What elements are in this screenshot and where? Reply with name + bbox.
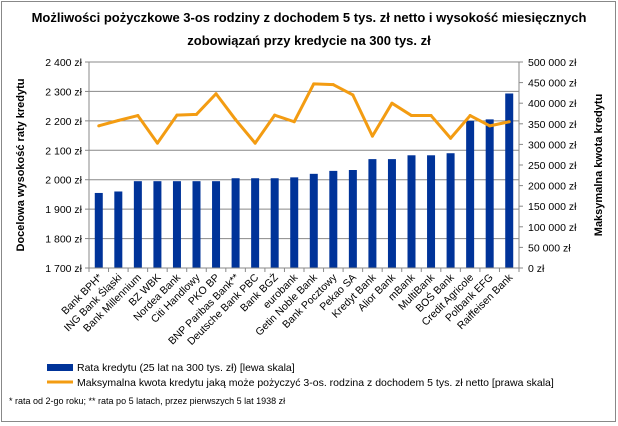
line-point — [253, 141, 257, 145]
bar — [251, 178, 260, 268]
bar — [192, 181, 201, 268]
bar — [446, 153, 455, 268]
line-point — [214, 92, 218, 96]
line-point — [468, 114, 472, 118]
bar — [387, 159, 396, 268]
line-point — [195, 112, 198, 116]
bar — [212, 181, 221, 268]
line-point — [351, 93, 355, 97]
bar — [505, 93, 514, 268]
line-series — [97, 82, 511, 145]
y-right-tick-label: 500 000 zł — [528, 57, 577, 69]
line-point — [273, 113, 277, 117]
y-left-tick-label: 2 300 zł — [45, 86, 82, 98]
line-point — [507, 120, 511, 124]
bar — [133, 181, 142, 268]
y-left-tick-label: 1 900 zł — [45, 204, 82, 216]
y-right-tick-label: 350 000 zł — [528, 119, 577, 131]
line-point — [429, 114, 433, 118]
y-left-tick-label: 2 000 zł — [45, 175, 82, 187]
y-left-tick-label: 2 400 zł — [45, 57, 82, 69]
line-point — [116, 119, 120, 123]
bar-series — [94, 93, 514, 268]
footnote: * rata od 2-go roku; ** rata po 5 latach… — [9, 396, 285, 406]
bar — [153, 181, 162, 268]
line-point — [390, 101, 394, 105]
bar — [427, 155, 436, 268]
bar — [348, 170, 357, 268]
line-point — [136, 114, 140, 118]
y-axis-right-label: Maksymalna kwota kredytu — [593, 94, 605, 236]
line-point — [234, 118, 238, 122]
y-right-tick-label: 400 000 zł — [528, 98, 577, 110]
y-right-tick-label: 300 000 zł — [528, 139, 577, 151]
y-axis-left-label: Docelowa wysokość raty kredytu — [15, 78, 27, 251]
y-right-tick-label: 150 000 zł — [528, 201, 577, 213]
line-point — [331, 83, 335, 87]
bar — [231, 178, 240, 268]
bar — [329, 170, 338, 268]
legend-swatch-bars — [47, 364, 73, 371]
y-left-tick-label: 2 200 zł — [45, 116, 82, 128]
line-path — [98, 82, 510, 145]
bar — [290, 177, 299, 268]
legend-label-bars: Rata kredytu (25 lat na 300 tys. zł) [le… — [77, 362, 295, 374]
y-right-tick-label: 100 000 zł — [528, 222, 577, 234]
chart-title-line-1: Możliwości pożyczkowe 3-os rodziny z doc… — [32, 10, 587, 25]
bar — [270, 178, 279, 268]
line-point — [292, 120, 296, 124]
y-right-tick-label: 50 000 zł — [528, 242, 571, 254]
y-left-tick-label: 1 700 zł — [45, 263, 82, 275]
y-right-tick-label: 0 zł — [528, 263, 545, 275]
line-point — [370, 134, 374, 138]
legend-label-line: Maksymalna kwota kredytu jaką może pożyc… — [77, 377, 554, 389]
bar — [407, 155, 416, 268]
chart-title-line-2: zobowiązań przy kredycie na 300 tys. zł — [187, 33, 431, 48]
line-point — [175, 113, 179, 117]
bar — [114, 191, 123, 268]
line-point — [488, 124, 492, 128]
y-left-tick-label: 1 800 zł — [45, 234, 82, 246]
bar — [466, 120, 475, 268]
y-right-tick-label: 250 000 zł — [528, 160, 577, 172]
line-point — [410, 114, 413, 118]
y-right-tick-label: 200 000 zł — [528, 181, 577, 193]
line-point — [155, 141, 159, 145]
line-point — [97, 124, 101, 128]
bar — [309, 173, 318, 268]
line-point — [312, 82, 316, 86]
y-right-tick-label: 450 000 zł — [528, 78, 577, 90]
bar — [368, 159, 377, 268]
bar — [172, 181, 181, 268]
y-left-tick-label: 2 100 zł — [45, 145, 82, 157]
bar — [485, 119, 494, 268]
bar — [94, 192, 103, 268]
line-point — [449, 136, 453, 140]
legend: Rata kredytu (25 lat na 300 tys. zł) [le… — [47, 362, 554, 389]
